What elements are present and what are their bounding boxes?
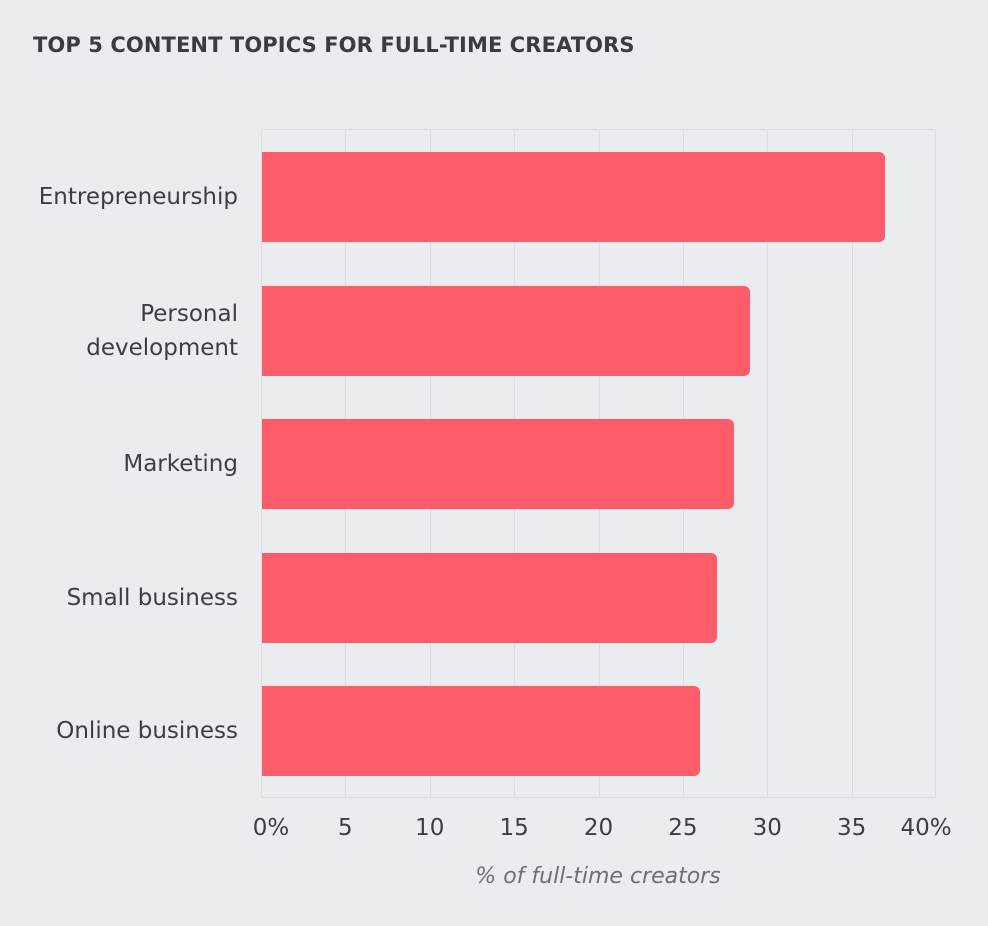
category-label: Online business	[56, 718, 238, 744]
x-tick-label: 35	[836, 815, 867, 841]
x-tick-label: 40%	[900, 815, 952, 841]
category-label: Personal development	[86, 301, 238, 361]
x-tick-label: 0%	[252, 815, 290, 841]
bar	[262, 286, 751, 376]
x-axis-label: % of full-time creators	[475, 864, 721, 889]
gridline	[851, 130, 853, 797]
bar	[262, 686, 700, 776]
bar	[262, 419, 734, 509]
bar	[262, 152, 886, 242]
x-tick-label: 5	[338, 815, 353, 841]
x-tick-label: 30	[752, 815, 782, 841]
gridline	[767, 130, 769, 797]
bar	[262, 553, 717, 643]
x-tick-label: 10	[415, 815, 445, 841]
category-label: Entrepreneurship	[38, 184, 238, 210]
x-tick-label: 20	[583, 815, 614, 841]
category-label: Small business	[66, 585, 238, 611]
category-label: Marketing	[123, 451, 238, 477]
x-tick-label: 15	[499, 815, 529, 841]
x-tick-label: 25	[668, 815, 698, 841]
chart-title: TOP 5 CONTENT TOPICS FOR FULL-TIME CREAT…	[33, 33, 635, 57]
